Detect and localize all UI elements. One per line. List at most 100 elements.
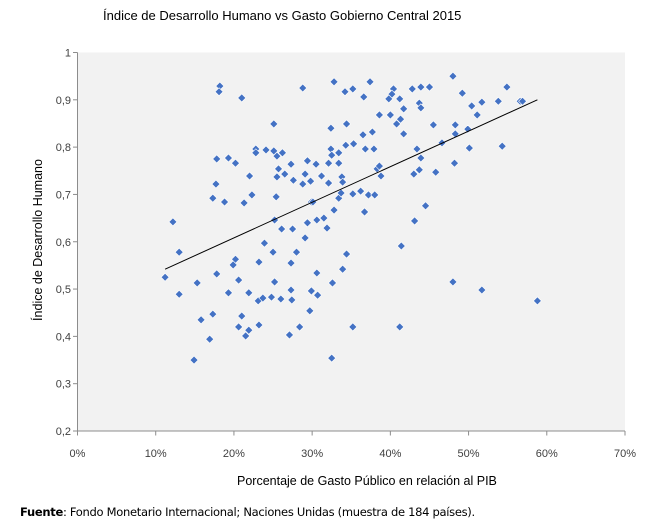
data-point	[285, 330, 294, 340]
data-point	[457, 88, 467, 98]
data-point	[288, 175, 298, 185]
source-text: : Fondo Monetario Internacional; Nacione…	[62, 505, 475, 519]
data-point	[298, 179, 308, 189]
data-point	[425, 82, 434, 92]
data-point	[224, 288, 233, 298]
data-point	[358, 130, 368, 140]
data-point	[239, 198, 249, 208]
x-tick-label: 0%	[70, 448, 86, 460]
data-point	[322, 223, 332, 233]
data-point	[421, 201, 430, 211]
data-point	[338, 177, 348, 187]
data-point	[395, 94, 405, 104]
data-point	[305, 306, 315, 316]
plot-area	[77, 52, 625, 431]
data-point	[348, 322, 358, 332]
data-point	[385, 110, 395, 120]
data-point	[231, 158, 240, 168]
data-point	[384, 94, 394, 104]
data-point	[472, 110, 482, 120]
data-point	[348, 84, 358, 94]
data-point	[342, 119, 351, 129]
data-point	[312, 268, 322, 278]
data-point	[412, 144, 422, 154]
data-point	[292, 247, 301, 257]
x-tick-label: 60%	[536, 448, 558, 460]
data-point	[349, 139, 359, 149]
data-point	[208, 309, 218, 319]
data-point	[356, 186, 366, 196]
data-point	[192, 278, 202, 288]
data-point	[237, 93, 247, 103]
data-point	[286, 258, 296, 268]
data-point	[532, 296, 542, 306]
data-point	[295, 322, 305, 332]
data-point	[341, 140, 351, 150]
data-point	[300, 233, 310, 243]
x-axis-label: Porcentaje de Gasto Público en relación …	[237, 474, 497, 488]
data-point	[274, 164, 283, 174]
data-point	[300, 169, 310, 179]
data-point	[247, 190, 257, 200]
data-point	[288, 224, 298, 234]
data-point	[244, 325, 254, 335]
y-tick-label: 0,4	[56, 331, 71, 343]
y-tick-label: 0,5	[56, 284, 71, 296]
data-point	[270, 277, 280, 287]
data-point	[370, 190, 380, 200]
data-point	[174, 289, 184, 299]
source-label: Fuente	[20, 505, 63, 519]
data-point	[450, 158, 459, 168]
data-point	[234, 275, 244, 285]
data-point	[277, 148, 287, 158]
data-point	[211, 179, 221, 189]
data-point	[298, 83, 308, 93]
data-point	[189, 355, 199, 365]
x-axis-ticks: 0% 10% 20% 30% 40% 50% 60% 70%	[70, 431, 636, 460]
data-point	[360, 144, 370, 154]
data-point	[360, 207, 369, 217]
data-point	[342, 249, 351, 259]
data-point	[237, 311, 247, 321]
data-point	[376, 171, 386, 181]
data-point	[338, 264, 348, 274]
data-point	[334, 148, 344, 158]
data-point	[220, 197, 229, 207]
data-point	[267, 292, 276, 302]
data-point	[396, 241, 406, 251]
data-point	[410, 216, 420, 226]
data-point	[268, 247, 278, 257]
data-point	[312, 215, 322, 225]
trendline	[164, 99, 538, 270]
data-point	[328, 278, 337, 288]
data-point	[428, 120, 438, 130]
data-point	[416, 103, 426, 113]
data-points	[160, 71, 542, 365]
data-point	[234, 322, 244, 332]
data-point	[319, 213, 329, 223]
data-point	[269, 119, 279, 129]
data-point	[244, 288, 254, 298]
data-point	[208, 193, 218, 203]
data-point	[340, 87, 350, 97]
data-point	[280, 169, 290, 179]
data-point	[326, 123, 336, 133]
data-point	[431, 167, 441, 177]
data-point	[374, 110, 384, 120]
data-point	[414, 165, 424, 175]
data-point	[272, 172, 282, 182]
data-point	[286, 285, 296, 295]
data-point	[254, 320, 264, 330]
data-point	[463, 124, 473, 134]
y-tick-label: 0,3	[56, 379, 71, 391]
data-point	[214, 87, 224, 97]
data-point	[277, 224, 287, 234]
x-tick-label: 20%	[223, 448, 245, 460]
data-point	[369, 144, 379, 154]
data-point	[327, 150, 337, 160]
data-point	[336, 188, 346, 198]
data-point	[327, 353, 337, 363]
data-point	[271, 192, 281, 202]
data-point	[396, 114, 405, 124]
source-note: Fuente: Fondo Monetario Internacional; N…	[20, 505, 475, 519]
